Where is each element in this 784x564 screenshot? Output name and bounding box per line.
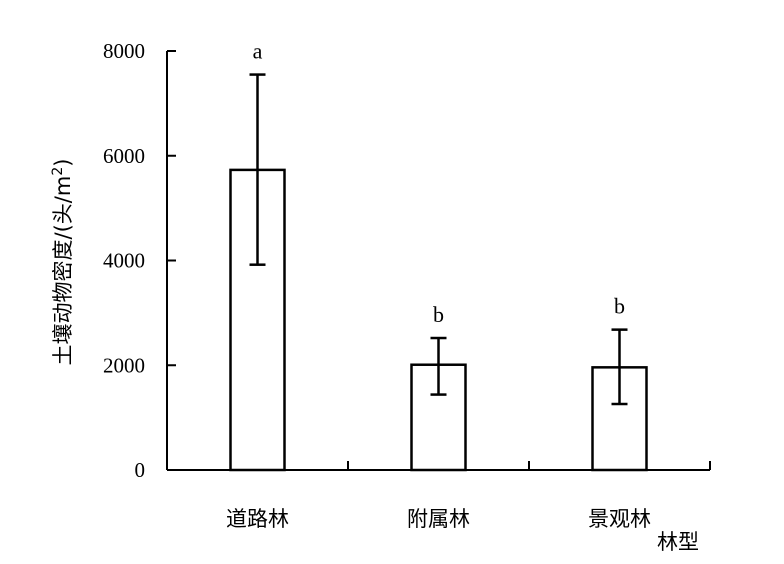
y-tick-label: 4000 [103, 249, 145, 273]
y-tick-label: 0 [135, 458, 146, 482]
x-axis-title: 林型 [657, 530, 699, 554]
labels: 0 2000 4000 6000 8000 a 道路林 b 附属林 b 景观林 [103, 39, 651, 531]
error-bars [249, 73, 628, 406]
significance-label: a [253, 39, 263, 64]
x-category-label: 附属林 [407, 507, 470, 531]
y-tick-label: 8000 [103, 39, 145, 63]
y-tick-label: 6000 [103, 144, 145, 168]
bar [591, 366, 648, 472]
x-category-label: 景观林 [588, 507, 651, 531]
significance-label: b [614, 294, 625, 319]
y-tick-label: 2000 [103, 353, 145, 377]
y-axis-title: 土壤动物密度/(头/m2) [50, 159, 75, 366]
x-category-label: 道路林 [226, 507, 289, 531]
significance-label: b [433, 302, 444, 327]
